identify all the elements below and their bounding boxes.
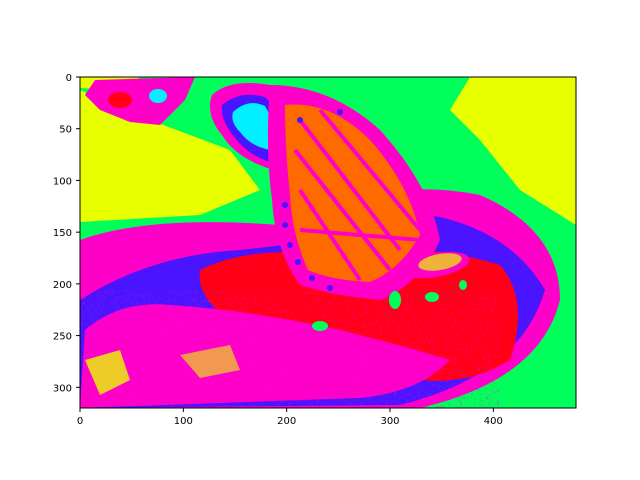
x-tick-label: 300 (380, 416, 399, 427)
heatmap-image (80, 77, 576, 408)
x-tick-label: 0 (77, 416, 83, 427)
y-tick-label: 250 (53, 332, 72, 343)
x-tick-label: 100 (174, 416, 193, 427)
y-axis: 0 50 100 150 200 250 300 (53, 73, 80, 394)
x-tick-label: 200 (277, 416, 296, 427)
y-tick-label: 0 (66, 73, 72, 84)
y-tick-label: 100 (53, 176, 72, 187)
y-tick-label: 50 (59, 125, 72, 136)
y-tick-label: 150 (53, 228, 72, 239)
x-axis: 0 100 200 300 400 (77, 408, 503, 427)
y-tick-label: 200 (53, 280, 72, 291)
axes-frame (79, 76, 577, 409)
y-tick-label: 300 (53, 383, 72, 394)
x-tick-label: 400 (484, 416, 503, 427)
